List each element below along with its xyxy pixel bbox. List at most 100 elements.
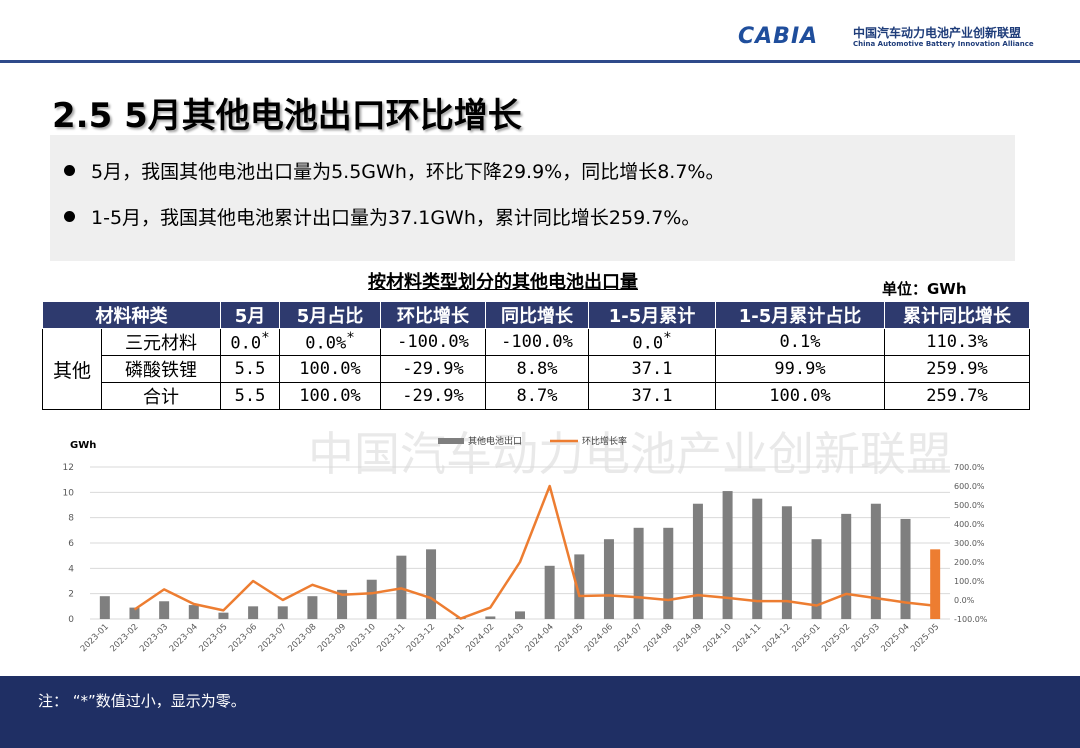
header-mom: 环比增长 — [380, 301, 486, 329]
chart-svg: 中国汽车动力电池产业创新联盟 0 2 4 6 8 10 12 -100.0% 0.0% 100.0%… — [63, 427, 988, 654]
summary-bullet-1: 5月，我国其他电池出口量为5.5GWh，环比下降29.9%，同比增长8.7%。 — [64, 157, 725, 184]
x-tick-label: 2023-10 — [346, 622, 378, 654]
bar-2024-09 — [692, 503, 703, 619]
x-tick-label: 2025-04 — [879, 622, 911, 654]
cell-may: 0.0* — [220, 328, 280, 356]
group-label: 其他 — [42, 328, 102, 410]
logo-mark: CABIA — [738, 24, 819, 49]
cell-yoy: 8.7% — [485, 382, 589, 410]
x-tick-label: 2023-06 — [227, 622, 259, 654]
export-table: 材料种类 5月 5月占比 环比增长 同比增长 1-5月累计 1-5月累计占比 累… — [42, 301, 1030, 410]
header-ytd-share: 1-5月累计占比 — [715, 301, 885, 329]
x-tick-label: 2024-11 — [731, 622, 763, 654]
header-ytd-yoy: 累计同比增长 — [884, 301, 1030, 329]
bar-2025-02 — [841, 513, 852, 619]
bar-2023-04 — [188, 605, 199, 619]
cell-ytd-yoy: 259.9% — [884, 355, 1030, 383]
x-tick-label: 2023-12 — [405, 622, 437, 654]
footer-bar: 注： “*”数值过小，显示为零。 — [0, 676, 1080, 748]
bar-2023-05 — [218, 612, 229, 619]
x-tick-label: 2023-05 — [197, 622, 229, 654]
cabia-logo: CABIA 中国汽车动力电池产业创新联盟 China Automotive Ba… — [738, 20, 1038, 56]
bar-2025-04 — [900, 518, 911, 619]
x-tick-label: 2024-08 — [642, 622, 674, 654]
bar-2023-09 — [337, 589, 348, 619]
bar-2023-08 — [307, 596, 318, 619]
table-unit: 单位：GWh — [882, 280, 967, 298]
page-title: 2.5 5月其他电池出口环比增长 — [52, 96, 522, 136]
y-tick-label: 6 — [68, 539, 74, 549]
legend-line-label: 环比增长率 — [582, 435, 627, 447]
x-tick-label: 2025-03 — [850, 622, 882, 654]
header-yoy: 同比增长 — [485, 301, 589, 329]
y-tick-label: 12 — [63, 463, 74, 473]
cell-ytd-share: 0.1% — [715, 328, 885, 356]
cell-ytd: 37.1 — [588, 382, 716, 410]
bullet-dot-icon — [64, 211, 75, 222]
table-title: 按材料类型划分的其他电池出口量 — [368, 272, 638, 293]
x-tick-label: 2023-03 — [138, 622, 170, 654]
cell-ytd: 37.1 — [588, 355, 716, 383]
bar-2024-08 — [663, 527, 674, 619]
y2-tick-label: 300.0% — [954, 539, 985, 548]
y-tick-label: 2 — [68, 590, 74, 600]
mom-line — [133, 484, 936, 620]
summary-box: 5月，我国其他电池出口量为5.5GWh，环比下降29.9%，同比增长8.7%。 … — [50, 135, 1015, 261]
bar-2023-01 — [99, 596, 110, 619]
x-tick-label: 2025-02 — [820, 622, 852, 654]
footer-note: 注： “*”数值过小，显示为零。 — [38, 692, 246, 710]
cell-may-share: 100.0% — [279, 355, 381, 383]
cell-may: 5.5 — [220, 355, 280, 383]
watermark-text: 中国汽车动力电池产业创新联盟 — [308, 428, 952, 481]
x-tick-label: 2024-03 — [494, 622, 526, 654]
bar-2023-10 — [366, 579, 377, 619]
bar-2024-11 — [752, 498, 763, 619]
y2-tick-label: 600.0% — [954, 482, 985, 491]
bar-2024-07 — [633, 527, 644, 619]
x-tick-label: 2024-01 — [435, 622, 467, 654]
bar-2024-04 — [544, 565, 555, 619]
summary-text-2: 1-5月，我国其他电池累计出口量为37.1GWh，累计同比增长259.7%。 — [91, 207, 701, 229]
table-row: 合计 5.5 100.0% -29.9% 8.7% 37.1 100.0% 25… — [43, 382, 1030, 410]
table-row: 其他 三元材料 0.0* 0.0%* -100.0% -100.0% 0.0* … — [42, 328, 1030, 410]
cell-may: 5.5 — [220, 382, 280, 410]
x-tick-label: 2024-06 — [583, 622, 615, 654]
export-chart: 中国汽车动力电池产业创新联盟 0 2 4 6 8 10 12 -100.0% 0.0% 100.0%… — [40, 427, 1040, 668]
legend-bar-label: 其他电池出口 — [468, 435, 522, 447]
bar-2023-03 — [159, 601, 170, 619]
header-divider — [0, 60, 1080, 63]
x-tick-label: 2024-10 — [702, 622, 734, 654]
x-tick-label: 2023-11 — [375, 622, 407, 654]
row-name: 三元材料 — [101, 328, 221, 356]
y-axis-label: GWh — [70, 440, 96, 451]
x-tick-label: 2024-07 — [613, 622, 645, 654]
x-tick-label: 2025-01 — [790, 622, 822, 654]
bar-2024-12 — [781, 506, 792, 619]
cell-ytd: 0.0* — [588, 328, 716, 356]
cell-may-share: 100.0% — [279, 382, 381, 410]
row-name: 合计 — [101, 382, 221, 410]
bar-2023-12 — [426, 549, 437, 619]
row-name: 磷酸铁锂 — [101, 355, 221, 383]
y2-tick-label: 100.0% — [954, 577, 985, 586]
x-tick-label: 2023-09 — [316, 622, 348, 654]
bar-2025-03 — [870, 503, 881, 619]
bar-2024-03 — [515, 611, 525, 619]
y2-tick-label: 0.0% — [954, 596, 975, 605]
org-name-cn: 中国汽车动力电池产业创新联盟 — [853, 26, 1022, 40]
org-name-en: China Automotive Battery Innovation Alli… — [853, 40, 1034, 48]
legend-bar-swatch — [438, 438, 464, 444]
x-tick-label: 2023-01 — [79, 622, 111, 654]
y2-tick-label: 500.0% — [954, 501, 985, 510]
y-tick-label: 4 — [68, 564, 74, 574]
x-tick-label: 2024-09 — [672, 622, 704, 654]
bar-2024-02 — [485, 616, 496, 619]
x-tick-label: 2023-08 — [286, 622, 318, 654]
cell-mom: -29.9% — [380, 382, 486, 410]
table-row: 磷酸铁锂 5.5 100.0% -29.9% 8.8% 37.1 99.9% 2… — [43, 355, 1030, 383]
cell-ytd-yoy: 110.3% — [884, 328, 1030, 356]
bar-2025-01 — [811, 539, 822, 619]
y2-tick-label: -100.0% — [954, 615, 988, 624]
x-tick-label: 2023-04 — [168, 622, 200, 654]
y2-tick-label: 700.0% — [954, 463, 985, 472]
